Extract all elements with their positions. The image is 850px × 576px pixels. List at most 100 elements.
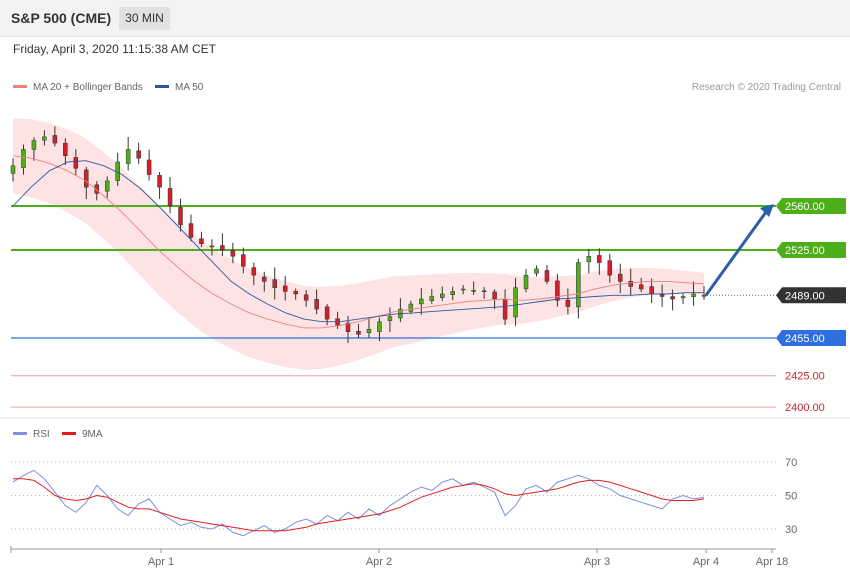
rsi-ma-legend-label: 9MA <box>82 429 103 440</box>
candle-body <box>649 286 654 295</box>
candle-body <box>303 294 309 301</box>
level-2425-00-label: 2425.00 <box>785 371 825 383</box>
level-2560-00-label: 2560.00 <box>785 201 825 213</box>
candle-body <box>42 136 47 141</box>
candle-body <box>492 291 497 300</box>
candle-body <box>513 287 518 318</box>
candle-body <box>597 255 602 263</box>
price-plot: 2560.00 2525.00 2489.00 2455.00 2425.00 2400.… <box>10 118 846 414</box>
candle-body <box>408 303 414 312</box>
candle-body <box>230 250 236 257</box>
rsi-tick-70: 70 <box>785 457 797 469</box>
candle-body <box>125 149 131 164</box>
candle-body <box>586 256 592 263</box>
candle-body <box>262 276 267 282</box>
time-tick-label: Apr 2 <box>366 556 392 568</box>
candle-body <box>167 188 173 207</box>
candle-body <box>73 157 79 169</box>
candle-body <box>104 180 110 192</box>
candle-body <box>555 280 560 301</box>
time-tick-label: Apr 18 <box>756 556 788 568</box>
ma50-line <box>12 160 704 323</box>
candle-body <box>450 291 455 295</box>
instrument-title: S&P 500 (CME) <box>11 10 112 26</box>
candle-body <box>251 267 257 276</box>
candle-body <box>377 321 382 332</box>
candle-body <box>199 238 204 244</box>
time-axis: Apr 1 Apr 2 Apr 3 Apr 4 Apr 18 <box>10 546 788 568</box>
candle-body <box>314 299 319 310</box>
level-2525-00-tag <box>776 242 846 258</box>
rsi-ma-line <box>13 478 705 532</box>
level-2400-00-label: 2400.00 <box>785 402 825 414</box>
candle-body <box>94 184 100 194</box>
candle-body <box>534 268 539 274</box>
candle-body <box>429 296 435 302</box>
level-2455-00-label: 2455.00 <box>785 333 825 345</box>
timestamp: Friday, April 3, 2020 11:15:38 AM CET <box>13 42 216 56</box>
candle-body <box>670 296 675 300</box>
candle-body <box>157 175 162 188</box>
candle-body <box>282 285 288 292</box>
candle-body <box>220 245 225 251</box>
candle-body <box>136 150 141 159</box>
candle-body <box>63 142 68 156</box>
rsi-legend-swatch <box>13 432 27 435</box>
candle-body <box>387 316 393 321</box>
candle-body <box>52 135 58 144</box>
candle-body <box>544 270 550 282</box>
level-2489-00-label: 2489.00 <box>785 290 825 302</box>
candle-body <box>345 322 351 332</box>
candle-body <box>701 295 707 297</box>
candle-body <box>628 280 633 287</box>
time-tick-label: Apr 4 <box>693 556 719 568</box>
ma50-legend-swatch <box>155 85 169 88</box>
interval-badge[interactable]: 30 MIN <box>119 7 170 30</box>
time-tick-label: Apr 3 <box>584 556 610 568</box>
target-arrow-head <box>760 204 774 217</box>
candle-body <box>178 207 183 226</box>
candle-body <box>356 331 361 335</box>
candle-body <box>188 223 194 238</box>
rsi-tick-30: 30 <box>785 524 797 536</box>
ma20-legend-swatch <box>13 85 27 88</box>
candle-body <box>460 288 466 291</box>
candle-body <box>84 169 89 188</box>
ma50-legend-label: MA 50 <box>175 82 204 93</box>
candle-body <box>419 298 424 305</box>
level-2525-00-label: 2525.00 <box>785 245 825 257</box>
candle-body <box>146 159 152 175</box>
candle-body <box>481 290 487 292</box>
target-arrow-shaft <box>704 211 768 297</box>
ma20-legend-label: MA 20 + Bollinger Bands <box>33 82 143 93</box>
candle-body <box>659 294 665 297</box>
rsi-plot: 70 50 30 <box>11 457 797 537</box>
candle-body <box>324 306 330 320</box>
rsi-tick-50: 50 <box>785 491 797 503</box>
candle-body <box>10 165 16 174</box>
candle-body <box>272 279 277 288</box>
candle-body <box>638 284 644 290</box>
rsi-ma-legend-swatch <box>62 432 76 435</box>
bollinger-band <box>13 118 704 370</box>
rsi-legend-label: RSI <box>33 429 50 440</box>
candle-body <box>502 299 508 320</box>
rsi-line <box>12 469 705 537</box>
chart-header: S&P 500 (CME) 30 MIN <box>0 0 850 37</box>
level-2455-00-tag <box>776 330 846 346</box>
time-tick-label: Apr 1 <box>148 556 174 568</box>
candle-body <box>366 328 372 334</box>
candle-body <box>680 296 686 299</box>
ma20-line <box>12 155 705 329</box>
candle-body <box>607 260 613 276</box>
level-2489-00-tag <box>776 287 846 304</box>
candle-body <box>21 149 26 168</box>
candle-body <box>471 289 476 292</box>
copyright-text: Research © 2020 Trading Central <box>692 82 841 93</box>
candle-body <box>617 273 623 282</box>
candle-body <box>523 274 529 290</box>
level-2560-00-tag <box>776 198 846 214</box>
candle-body <box>440 293 445 298</box>
candle-body <box>691 293 696 297</box>
